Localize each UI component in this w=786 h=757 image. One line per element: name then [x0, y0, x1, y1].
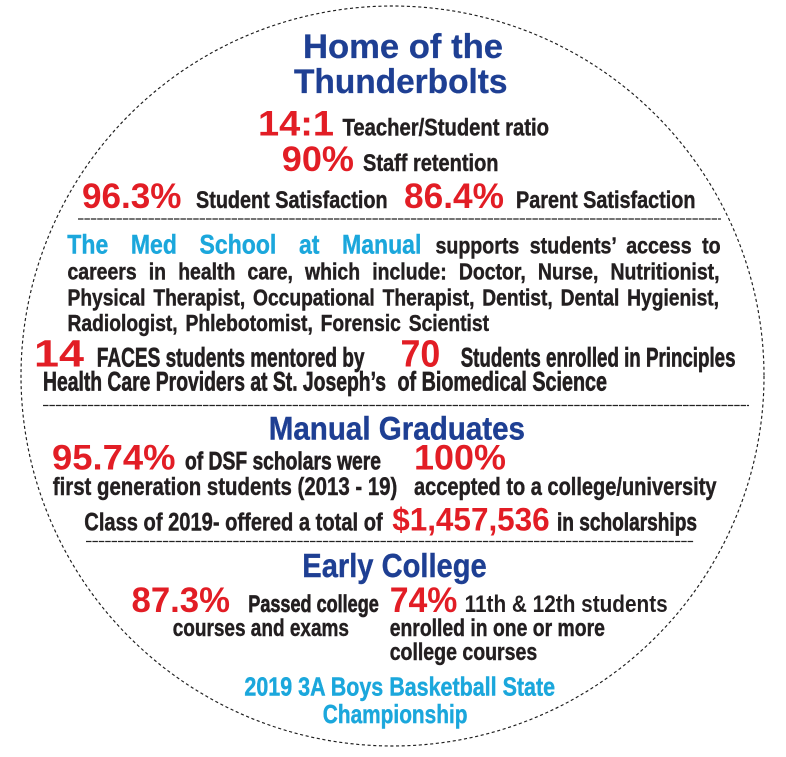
svg-text:Physical Therapist, Occupation: Physical Therapist, Occupational Therapi… — [68, 285, 720, 311]
svg-text:Championship: Championship — [323, 699, 468, 729]
svg-text:14: 14 — [34, 334, 84, 376]
svg-text:$1,457,536: $1,457,536 — [392, 502, 550, 538]
svg-text:96.3%: 96.3% — [82, 177, 182, 216]
svg-text:Manual Graduates: Manual Graduates — [269, 411, 525, 447]
svg-text:2019 3A Boys Basketball State: 2019 3A Boys Basketball State — [244, 672, 555, 702]
svg-text:courses and exams: courses and exams — [173, 615, 349, 642]
svg-text:college courses: college courses — [390, 639, 538, 666]
svg-text:86.4%: 86.4% — [404, 177, 504, 216]
svg-text:Staff retention: Staff retention — [363, 150, 499, 177]
svg-text:11th & 12th students: 11th & 12th students — [465, 591, 668, 618]
svg-text:Health Care Providers at St. J: Health Care Providers at St. Joseph’s — [43, 367, 386, 397]
svg-text:100%: 100% — [414, 439, 506, 478]
svg-text:90%: 90% — [282, 140, 354, 179]
svg-text:careers in health care, which: careers in health care, which include: D… — [68, 259, 720, 285]
svg-text:enrolled in one or more: enrolled in one or more — [390, 615, 605, 642]
svg-text:70: 70 — [401, 334, 441, 376]
svg-text:Teacher/Student ratio: Teacher/Student ratio — [343, 115, 550, 142]
svg-text:74%: 74% — [390, 581, 458, 620]
svg-text:Radiologist, Phlebotomist, For: Radiologist, Phlebotomist, Forensic Scie… — [68, 310, 490, 336]
svg-text:Thunderbolts: Thunderbolts — [294, 63, 508, 101]
svg-text:first generation students (201: first generation students (2013 - 19) — [53, 473, 398, 501]
svg-text:of Biomedical Science: of Biomedical Science — [398, 367, 608, 397]
svg-text:FACES students mentored by: FACES students mentored by — [97, 343, 365, 373]
svg-text:87.3%: 87.3% — [132, 581, 231, 620]
svg-text:of DSF scholars were: of DSF scholars were — [185, 448, 381, 476]
svg-text:Students enrolled in Principle: Students enrolled in Principles — [461, 343, 736, 373]
svg-text:Student Satisfaction: Student Satisfaction — [196, 187, 388, 214]
svg-text:Passed college: Passed college — [248, 591, 378, 618]
svg-text:Early College: Early College — [302, 548, 486, 585]
svg-text:The Med School at Manual: The Med School at Manual — [67, 230, 421, 260]
svg-text:supports students’ access to: supports students’ access to — [436, 233, 721, 259]
svg-text:Parent Satisfaction: Parent Satisfaction — [516, 187, 696, 214]
svg-text:95.74%: 95.74% — [52, 439, 176, 478]
svg-text:14:1: 14:1 — [258, 105, 334, 144]
svg-text:Class of 2019- offered a total: Class of 2019- offered a total of — [84, 509, 383, 537]
svg-text:in scholarships: in scholarships — [557, 509, 697, 537]
svg-text:accepted to a college/universi: accepted to a college/university — [414, 473, 717, 501]
svg-text:Home of the: Home of the — [303, 28, 503, 66]
